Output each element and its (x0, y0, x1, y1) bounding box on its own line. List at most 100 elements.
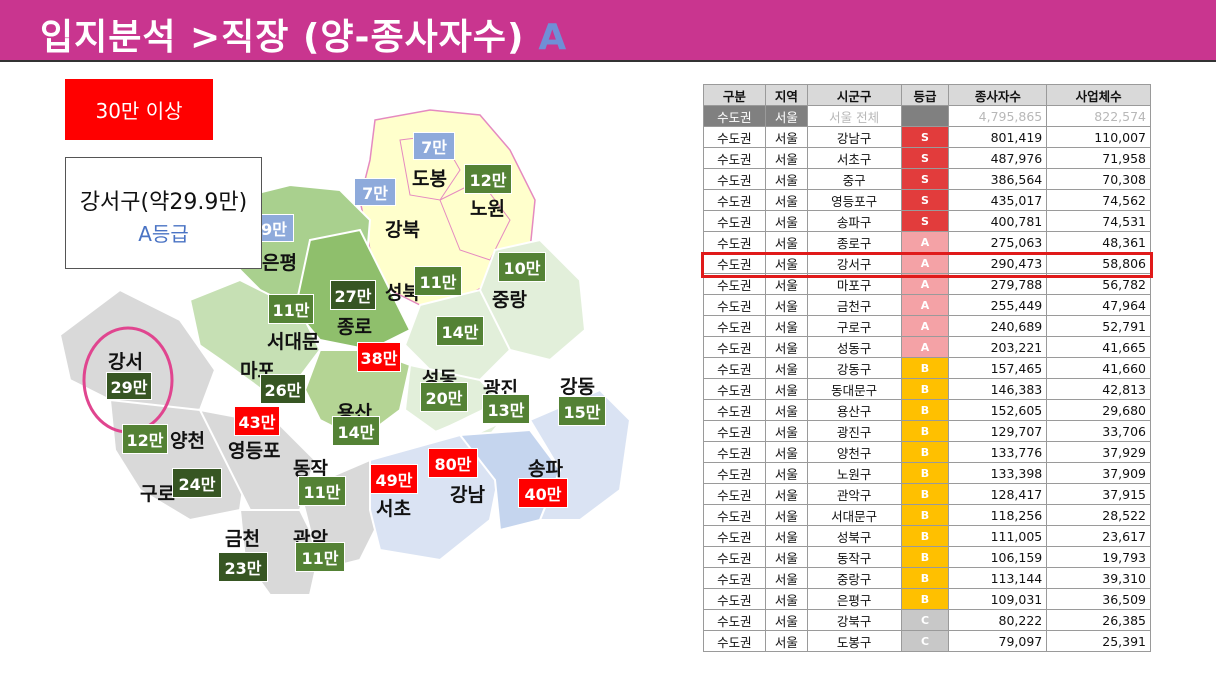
value-badge: 20만 (420, 382, 468, 412)
value-badge: 7만 (354, 178, 396, 206)
table-cell: 수도권 (703, 504, 766, 526)
value-badge: 7만 (413, 132, 455, 160)
table-row: 수도권 서울 강서구 A 290,473 58,806 (703, 252, 1151, 274)
table-cell: 수도권 (703, 483, 766, 505)
table-row: 수도권 서울 서초구 S 487,976 71,958 (703, 147, 1151, 169)
district-label: 종로 (337, 316, 372, 338)
district-label: 송파 (528, 458, 563, 480)
district-label: 동작 (293, 458, 328, 480)
grade-cell: B (900, 441, 950, 463)
grade-cell (900, 105, 950, 127)
grade-cell: C (900, 609, 950, 631)
table-cell: 수도권 (703, 126, 766, 148)
table-cell: 386,564 (948, 168, 1048, 190)
table-cell: 28,522 (1046, 504, 1151, 526)
table-cell: 서울 (764, 378, 808, 400)
table-cell: 822,574 (1046, 105, 1151, 127)
grade-cell: B (900, 378, 950, 400)
table-cell: 강동구 (806, 357, 902, 379)
table-cell: 39,310 (1046, 567, 1151, 589)
table-cell: 23,617 (1046, 525, 1151, 547)
table-cell: 74,531 (1046, 210, 1151, 232)
table-cell: 서울 (764, 147, 808, 169)
table-cell: 109,031 (948, 588, 1048, 610)
table-cell: 37,929 (1046, 441, 1151, 463)
table-cell: 152,605 (948, 399, 1048, 421)
table-cell: 146,383 (948, 378, 1048, 400)
table-cell: 서울 (764, 126, 808, 148)
table-cell: 56,782 (1046, 273, 1151, 295)
table-cell: 수도권 (703, 420, 766, 442)
table-cell: 서울 (764, 189, 808, 211)
value-badge: 11만 (268, 294, 314, 324)
district-label: 노원 (470, 198, 505, 220)
table-row: 수도권 서울 중구 S 386,564 70,308 (703, 168, 1151, 190)
table-row: 수도권 서울 마포구 A 279,788 56,782 (703, 273, 1151, 295)
grade-cell: S (900, 210, 950, 232)
table-row: 수도권 서울 관악구 B 128,417 37,915 (703, 483, 1151, 505)
table-row: 수도권 서울 영등포구 S 435,017 74,562 (703, 189, 1151, 211)
table-cell: 서울 (764, 420, 808, 442)
district-label: 영등포 (228, 440, 281, 462)
table-cell: 서울 (764, 567, 808, 589)
table-cell: 서울 (764, 357, 808, 379)
table-cell: 113,144 (948, 567, 1048, 589)
grade-cell: B (900, 399, 950, 421)
table-cell: 수도권 (703, 189, 766, 211)
table-cell: 487,976 (948, 147, 1048, 169)
gangseo-callout: 강서구(약29.9만) A등급 (65, 157, 262, 269)
value-badge: 26만 (260, 374, 306, 404)
grade-cell: B (900, 504, 950, 526)
table-cell: 수도권 (703, 294, 766, 316)
value-badge: 43만 (234, 406, 280, 436)
table-cell: 강북구 (806, 609, 902, 631)
table-row: 수도권 서울 동작구 B 106,159 19,793 (703, 546, 1151, 568)
table-cell: 36,509 (1046, 588, 1151, 610)
table-cell: 서울 (764, 294, 808, 316)
district-label: 은평 (262, 252, 297, 274)
grade-cell: A (900, 231, 950, 253)
table-cell: 용산구 (806, 399, 902, 421)
title-text: 입지분석 >직장 (양-종사자수) (40, 17, 525, 58)
table-cell: 수도권 (703, 315, 766, 337)
table-cell: 수도권 (703, 525, 766, 547)
table-cell: 801,419 (948, 126, 1048, 148)
table-cell: 송파구 (806, 210, 902, 232)
table-cell: 435,017 (948, 189, 1048, 211)
table-cell: 금천구 (806, 294, 902, 316)
table-cell: 강서구 (806, 252, 902, 274)
district-label: 중랑 (492, 289, 527, 311)
table-cell: 서초구 (806, 147, 902, 169)
value-badge: 49만 (370, 464, 418, 494)
table-cell: 128,417 (948, 483, 1048, 505)
table-cell: 129,707 (948, 420, 1048, 442)
table-cell: 서울 (764, 231, 808, 253)
grade-cell: B (900, 483, 950, 505)
table-cell: 서울 (764, 525, 808, 547)
table-row: 수도권 서울 강북구 C 80,222 26,385 (703, 609, 1151, 631)
value-badge: 12만 (464, 164, 512, 194)
table-cell: 29,680 (1046, 399, 1151, 421)
table-cell: 58,806 (1046, 252, 1151, 274)
table-cell: 서울 (764, 315, 808, 337)
grade-cell: A (900, 294, 950, 316)
table-cell: 수도권 (703, 546, 766, 568)
table-row: 수도권 서울 성북구 B 111,005 23,617 (703, 525, 1151, 547)
table-cell: 수도권 (703, 357, 766, 379)
table-cell: 275,063 (948, 231, 1048, 253)
grade-cell: B (900, 357, 950, 379)
table-subheader-row: 수도권 서울 서울 전체 4,795,865 822,574 (703, 105, 1151, 127)
table-cell: 종로구 (806, 231, 902, 253)
table-cell: 400,781 (948, 210, 1048, 232)
value-badge: 27만 (330, 280, 376, 310)
column-header: 구분 (703, 84, 766, 106)
table-cell: 광진구 (806, 420, 902, 442)
district-label: 강북 (385, 219, 420, 241)
table-cell: 수도권 (703, 105, 766, 127)
table-cell: 수도권 (703, 630, 766, 652)
grade-cell: B (900, 567, 950, 589)
table-row: 수도권 서울 강동구 B 157,465 41,660 (703, 357, 1151, 379)
value-badge: 23만 (218, 552, 268, 582)
column-header: 지역 (764, 84, 808, 106)
table-cell: 수도권 (703, 168, 766, 190)
